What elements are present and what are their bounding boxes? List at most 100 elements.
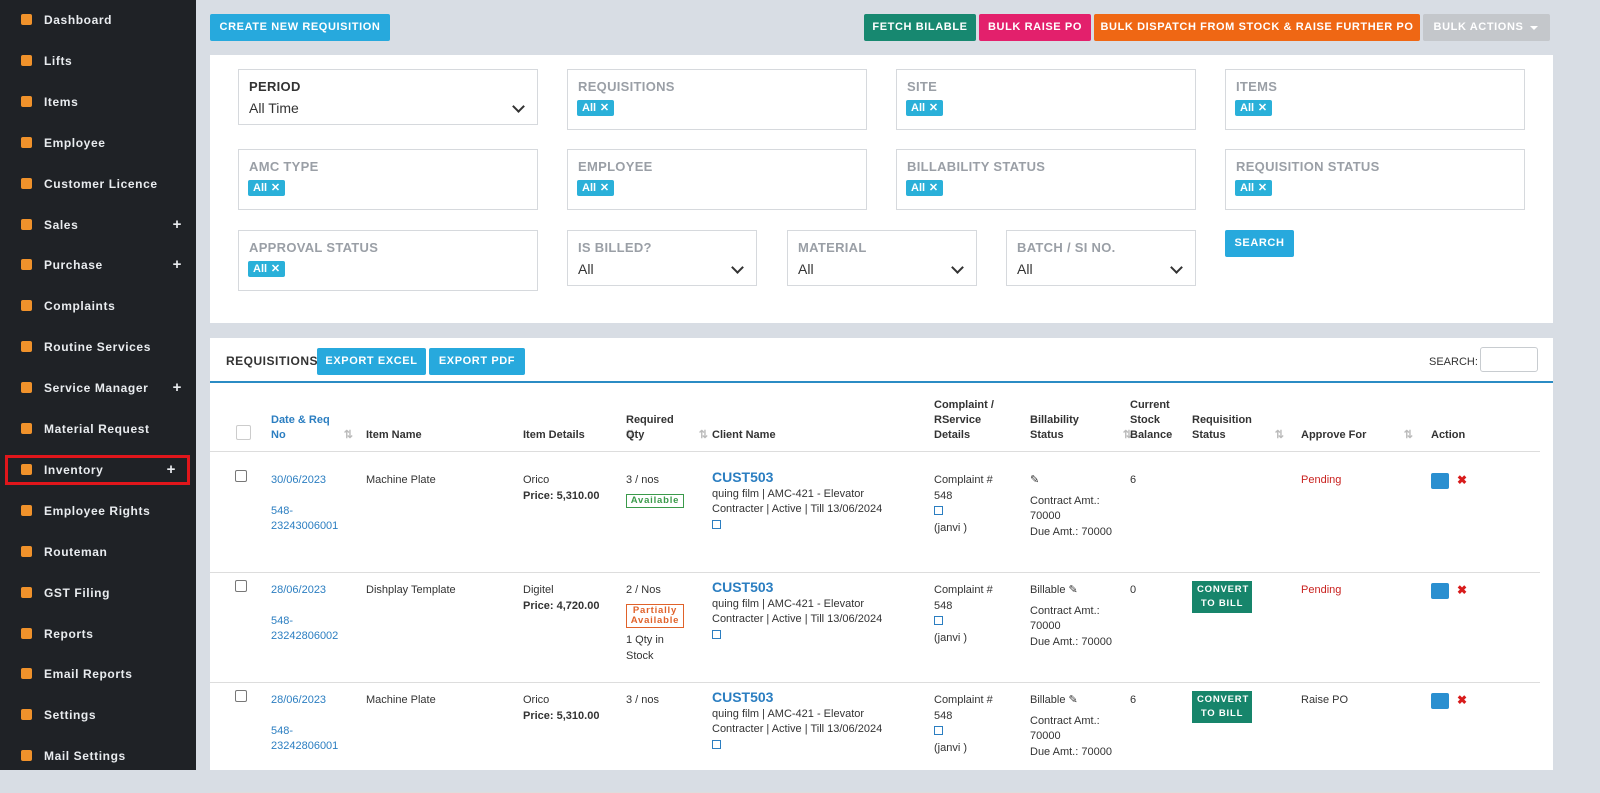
sidebar-item[interactable]: Items (0, 87, 196, 117)
filter-value: All (578, 261, 594, 277)
link-icon[interactable] (712, 629, 721, 639)
sidebar-item[interactable]: Lifts (0, 46, 196, 76)
sidebar-item[interactable]: Reports (0, 619, 196, 649)
search-input[interactable] (1480, 347, 1538, 372)
export-excel-button[interactable]: EXPORT EXCEL (317, 348, 426, 375)
client[interactable]: CUST503 (712, 579, 774, 595)
link-icon[interactable] (712, 739, 721, 749)
edit-button[interactable] (1431, 693, 1449, 709)
convert-to-bill-button[interactable]: CONVERT TO BILL (1192, 691, 1252, 723)
filter-tag[interactable]: All (248, 261, 286, 277)
search-button[interactable]: SEARCH (1225, 230, 1294, 257)
sidebar-label: Material Request (44, 422, 150, 436)
sidebar-item[interactable]: Dashboard (0, 5, 196, 35)
client[interactable]: CUST503 (712, 469, 774, 485)
export-pdf-button[interactable]: EXPORT PDF (429, 348, 525, 375)
filter[interactable]: SITE All (896, 69, 1196, 130)
row-checkbox[interactable] (235, 690, 247, 702)
column-header: Billability Status (1030, 413, 1132, 443)
sidebar-item[interactable]: Service Manager + (0, 373, 196, 403)
edit-button[interactable] (1431, 583, 1449, 599)
filter[interactable]: ITEMS All (1225, 69, 1525, 130)
create-requisition-button[interactable]: CREATE NEW REQUISITION (210, 14, 390, 41)
complaint-cell: Complaint # 548 (janvi ) (934, 693, 1004, 756)
sidebar-item[interactable]: Settings (0, 700, 196, 730)
contract-amount: Contract Amt.: 70000 (1030, 494, 1100, 523)
req-no[interactable]: 548-23242806001 (271, 724, 339, 753)
client-cell: CUST503 quing film | AMC-421 - Elevator C… (712, 579, 890, 644)
filter-tag[interactable]: All (248, 180, 286, 196)
row-checkbox[interactable] (235, 580, 247, 592)
sidebar-label: Complaints (44, 299, 116, 314)
table-title: REQUISITIONS (226, 354, 319, 368)
billability-cell: Billable Contract Amt.: 70000 Due Amt.: 70… (1030, 693, 1115, 760)
filter-tag[interactable]: All (577, 180, 615, 196)
filter[interactable]: AMC TYPE All (238, 149, 538, 210)
column-header: Item Name (366, 429, 422, 441)
bulk-dispatch-button[interactable]: BULK DISPATCH FROM STOCK & RAISE FURTHER… (1094, 14, 1420, 41)
bulk-actions-button[interactable]: BULK ACTIONS (1423, 14, 1550, 41)
filter[interactable]: EMPLOYEE All (567, 149, 867, 210)
sidebar-item[interactable]: Sales + (0, 210, 196, 240)
filter-tag[interactable]: All (906, 100, 944, 116)
req-no[interactable]: 548-23242806002 (271, 614, 339, 643)
filter[interactable]: PERIOD All Time (238, 69, 538, 125)
filter[interactable]: BILLABILITY STATUS All (896, 149, 1196, 210)
edit-billability[interactable] (1030, 473, 1115, 489)
sidebar-item[interactable]: Routine Services (0, 332, 196, 362)
filter-tag[interactable]: All (906, 180, 944, 196)
column-header: Client Name (712, 429, 776, 441)
fetch-billable-button[interactable]: FETCH BILABLE (864, 14, 976, 41)
edit-button[interactable] (1431, 473, 1449, 489)
date[interactable]: 28/06/2023 (271, 584, 327, 596)
link-icon[interactable] (712, 519, 721, 529)
filter-tag[interactable]: All (1235, 100, 1273, 116)
checkbox[interactable] (236, 425, 251, 440)
filter-label: BATCH / SI NO. (1017, 240, 1116, 255)
stock-note: 1 Qty in Stock (626, 634, 664, 662)
filter[interactable]: REQUISITION STATUS All (1225, 149, 1525, 210)
filter[interactable]: IS BILLED? All (567, 230, 757, 286)
item-details-cell: Digitel Price: 4,720.00 (523, 583, 633, 614)
delete-button[interactable]: ✖ (1457, 583, 1468, 597)
filter-value: All (1017, 261, 1033, 277)
expand-icon: + (172, 256, 182, 274)
sidebar-item[interactable]: Routeman (0, 537, 196, 567)
stock-cell: 6 (1130, 473, 1200, 489)
date[interactable]: 30/06/2023 (271, 474, 327, 486)
sidebar-item[interactable]: Material Request (0, 414, 196, 444)
date[interactable]: 28/06/2023 (271, 694, 327, 706)
filter-label: PERIOD (249, 79, 301, 94)
sidebar-item[interactable]: Purchase + (0, 250, 196, 280)
req-no[interactable]: 548-23243006001 (271, 504, 339, 533)
delete-button[interactable]: ✖ (1457, 473, 1468, 487)
sidebar-item[interactable]: Inventory + (5, 454, 190, 485)
sidebar-item[interactable]: Employee (0, 128, 196, 158)
sidebar-item[interactable]: Complaints (0, 291, 196, 321)
filter[interactable]: BATCH / SI NO. All (1006, 230, 1196, 286)
bulk-actions-label: BULK ACTIONS (1433, 21, 1524, 33)
sidebar: Dashboard Lifts Items Employee Customer Lice… (0, 0, 196, 770)
filter-tag[interactable]: All (577, 100, 615, 116)
sidebar-item[interactable]: Email Reports (0, 659, 196, 689)
sidebar-item[interactable]: Mail Settings (0, 741, 196, 770)
complaint-by: (janvi ) (934, 741, 968, 754)
filter-tag[interactable]: All (1235, 180, 1273, 196)
filter[interactable]: REQUISITIONS All (567, 69, 867, 130)
sidebar-item[interactable]: Employee Rights (0, 496, 196, 526)
stock-balance: 6 (1130, 694, 1137, 706)
row-checkbox[interactable] (235, 470, 247, 482)
link-icon[interactable] (934, 616, 943, 625)
expand-icon: + (172, 379, 182, 397)
filter[interactable]: APPROVAL STATUS All (238, 230, 538, 291)
bulk-raise-po-button[interactable]: BULK RAISE PO (979, 14, 1091, 41)
client[interactable]: CUST503 (712, 689, 774, 705)
link-icon[interactable] (934, 506, 943, 515)
filter[interactable]: MATERIAL All (787, 230, 977, 286)
filter-label: SITE (907, 79, 938, 94)
sidebar-item[interactable]: Customer Licence (0, 169, 196, 199)
convert-to-bill-button[interactable]: CONVERT TO BILL (1192, 581, 1252, 613)
sidebar-item[interactable]: GST Filing (0, 578, 196, 608)
delete-button[interactable]: ✖ (1457, 693, 1468, 707)
link-icon[interactable] (934, 726, 943, 735)
